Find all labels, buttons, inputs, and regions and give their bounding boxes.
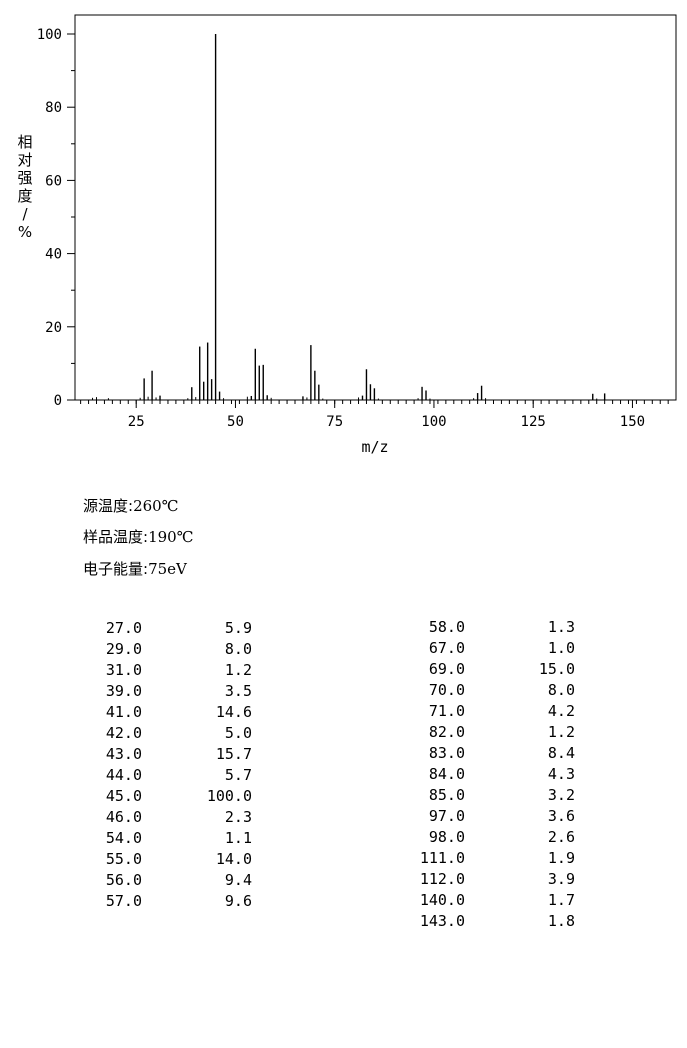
peak-mz-cell: 39.0 bbox=[105, 682, 142, 700]
peak-intensity-cell: 1.1 bbox=[224, 829, 252, 847]
y-axis-label: 相对强度/% bbox=[17, 133, 32, 241]
peak-intensity-cell: 3.6 bbox=[547, 807, 575, 825]
sample-temperature: 样品温度:190℃ bbox=[83, 528, 194, 546]
peak-mz-cell: 56.0 bbox=[105, 871, 142, 889]
peak-mz-cell: 57.0 bbox=[105, 892, 142, 910]
peak-intensity-cell: 8.4 bbox=[547, 744, 575, 762]
spectrum-peaks bbox=[92, 34, 606, 400]
y-tick-label: 100 bbox=[37, 27, 62, 43]
mass-spectrum-chart: 25 50 75 100 125 150 0 20 40 60 80 100 m/z 相对强度/% bbox=[17, 14, 677, 456]
x-axis-label: m/z bbox=[361, 438, 388, 456]
peak-intensity-cell: 3.9 bbox=[547, 870, 575, 888]
peak-mz-cell: 58.0 bbox=[428, 618, 465, 636]
peak-mz-cell: 71.0 bbox=[428, 702, 465, 720]
peak-intensity-cell: 5.0 bbox=[224, 724, 252, 742]
peak-mz-cell: 45.0 bbox=[105, 787, 142, 805]
peak-intensity-cell: 1.2 bbox=[224, 661, 252, 679]
x-tick-label: 25 bbox=[128, 414, 145, 430]
peak-mz-cell: 70.0 bbox=[428, 681, 465, 699]
peak-mz-cell: 83.0 bbox=[428, 744, 465, 762]
peak-intensity-cell: 1.3 bbox=[547, 618, 575, 636]
y-tick-label: 0 bbox=[54, 393, 62, 409]
peak-table-right-intensity: 1.3 1.0 15.0 8.0 4.2 1.2 8.4 4.3 3.2 3.6 2.6 1.9 3.9… bbox=[505, 617, 575, 932]
peak-intensity-cell: 4.2 bbox=[547, 702, 575, 720]
peak-mz-cell: 85.0 bbox=[428, 786, 465, 804]
peak-intensity-cell: 15.0 bbox=[538, 660, 575, 678]
peak-mz-cell: 140.0 bbox=[419, 891, 465, 909]
peak-intensity-cell: 5.9 bbox=[224, 619, 252, 637]
peak-mz-cell: 46.0 bbox=[105, 808, 142, 826]
x-tick-label: 50 bbox=[227, 414, 244, 430]
peak-mz-cell: 67.0 bbox=[428, 639, 465, 657]
peak-mz-cell: 41.0 bbox=[105, 703, 142, 721]
peak-intensity-cell: 9.4 bbox=[224, 871, 252, 889]
peak-mz-cell: 84.0 bbox=[428, 765, 465, 783]
peak-intensity-cell: 14.0 bbox=[215, 850, 252, 868]
source-temperature: 源温度:260℃ bbox=[83, 497, 179, 515]
y-tick-label: 20 bbox=[45, 320, 62, 336]
peak-mz-cell: 29.0 bbox=[105, 640, 142, 658]
peak-mz-cell: 112.0 bbox=[419, 870, 465, 888]
peak-intensity-cell: 100.0 bbox=[206, 787, 252, 805]
peak-table-left-intensity: 5.9 8.0 1.2 3.5 14.6 5.0 15.7 5.7 100.0 2.3 1.1 14.… bbox=[180, 618, 252, 912]
peak-mz-cell: 44.0 bbox=[105, 766, 142, 784]
peak-mz-cell: 98.0 bbox=[428, 828, 465, 846]
peak-intensity-cell: 2.6 bbox=[547, 828, 575, 846]
peak-intensity-cell: 8.0 bbox=[547, 681, 575, 699]
x-major-ticks: 25 50 75 100 125 150 bbox=[128, 400, 645, 430]
peak-mz-cell: 31.0 bbox=[105, 661, 142, 679]
peak-mz-cell: 27.0 bbox=[105, 619, 142, 637]
peak-mz-cell: 97.0 bbox=[428, 807, 465, 825]
peak-intensity-cell: 1.7 bbox=[547, 891, 575, 909]
x-tick-label: 75 bbox=[326, 414, 343, 430]
y-tick-label: 40 bbox=[45, 247, 62, 263]
x-minor-ticks bbox=[80, 400, 669, 404]
peak-intensity-cell: 1.9 bbox=[547, 849, 575, 867]
peak-intensity-cell: 9.6 bbox=[224, 892, 252, 910]
peak-mz-cell: 54.0 bbox=[105, 829, 142, 847]
electron-energy: 电子能量:75eV bbox=[83, 560, 187, 578]
y-tick-label: 60 bbox=[45, 173, 62, 189]
peak-mz-cell: 42.0 bbox=[105, 724, 142, 742]
peak-mz-cell: 82.0 bbox=[428, 723, 465, 741]
peak-intensity-cell: 1.8 bbox=[547, 912, 575, 930]
peak-intensity-cell: 3.2 bbox=[547, 786, 575, 804]
peak-table-right-mz: 58.0 67.0 69.0 70.0 71.0 82.0 83.0 84.0 85.0 97.0… bbox=[395, 617, 465, 932]
peak-intensity-cell: 1.2 bbox=[547, 723, 575, 741]
peak-mz-cell: 43.0 bbox=[105, 745, 142, 763]
peak-mz-cell: 111.0 bbox=[419, 849, 465, 867]
peak-intensity-cell: 8.0 bbox=[224, 640, 252, 658]
plot-frame bbox=[74, 14, 677, 401]
peak-mz-cell: 143.0 bbox=[419, 912, 465, 930]
peak-intensity-cell: 4.3 bbox=[547, 765, 575, 783]
peak-mz-cell: 55.0 bbox=[105, 850, 142, 868]
peak-intensity-cell: 3.5 bbox=[224, 682, 252, 700]
peak-intensity-cell: 15.7 bbox=[215, 745, 252, 763]
y-ticks: 0 20 40 60 80 100 bbox=[37, 27, 75, 409]
peak-intensity-cell: 5.7 bbox=[224, 766, 252, 784]
peak-mz-cell: 69.0 bbox=[428, 660, 465, 678]
peak-intensity-cell: 2.3 bbox=[224, 808, 252, 826]
x-tick-label: 150 bbox=[620, 414, 645, 430]
x-tick-label: 100 bbox=[421, 414, 446, 430]
peak-table-left-mz: 27.0 29.0 31.0 39.0 41.0 42.0 43.0 44.0 45.0 46.0… bbox=[80, 618, 142, 912]
peak-intensity-cell: 14.6 bbox=[215, 703, 252, 721]
peak-intensity-cell: 1.0 bbox=[547, 639, 575, 657]
y-tick-label: 80 bbox=[45, 100, 62, 116]
x-tick-label: 125 bbox=[521, 414, 546, 430]
